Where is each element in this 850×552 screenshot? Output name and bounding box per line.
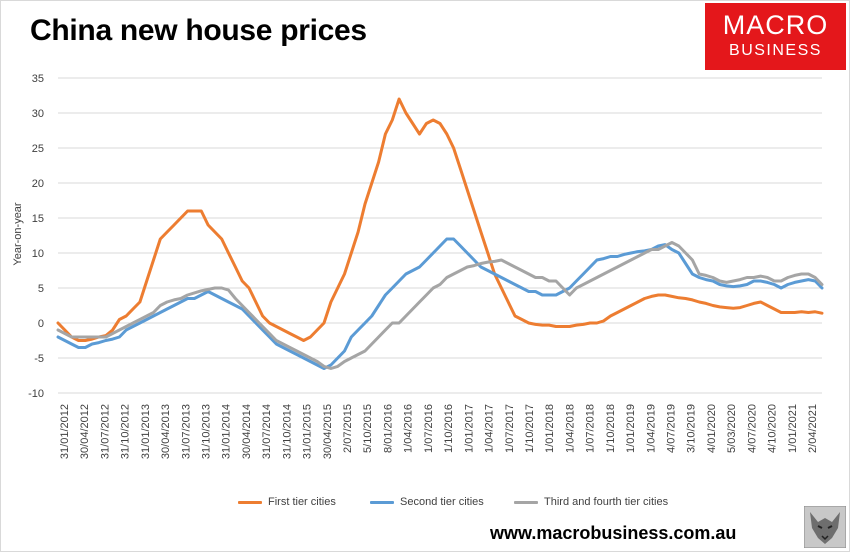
x-tick-label: 31/10/2012 <box>120 404 132 459</box>
x-tick-label: 1/10/2016 <box>443 404 455 453</box>
x-tick-label: 31/01/2012 <box>59 404 71 459</box>
series-line-2 <box>56 241 824 370</box>
x-tick-label: 1/04/2017 <box>484 404 496 453</box>
legend-label-second-tier: Second tier cities <box>400 496 484 508</box>
x-tick-label: 4/07/2020 <box>746 404 758 453</box>
x-tick-label: 31/10/2013 <box>201 404 213 459</box>
y-tick-label: 15 <box>32 213 44 225</box>
y-tick-label: -5 <box>34 353 44 365</box>
legend-label-first-tier: First tier cities <box>268 496 336 508</box>
x-tick-label: 1/04/2018 <box>564 404 576 453</box>
logo-line-macro: MACRO <box>722 10 829 40</box>
x-tick-label: 1/04/2019 <box>645 404 657 453</box>
x-tick-label: 30/04/2013 <box>160 404 172 459</box>
x-tick-label: 30/04/2014 <box>241 404 253 459</box>
x-tick-label: 4/07/2019 <box>665 404 677 453</box>
footer-url: www.macrobusiness.com.au <box>490 523 737 543</box>
x-tick-label: 2/04/2021 <box>807 404 819 453</box>
x-tick-label: 31/07/2014 <box>261 404 273 459</box>
x-tick-label: 1/10/2017 <box>524 404 536 453</box>
x-tick-label: 1/07/2016 <box>423 404 435 453</box>
wolf-logo-icon <box>804 506 846 548</box>
x-tick-label: 31/01/2015 <box>302 404 314 459</box>
x-tick-label: 1/01/2019 <box>625 404 637 453</box>
series-line-0 <box>56 97 824 342</box>
macrobusiness-logo: MACRO BUSINESS <box>705 3 846 70</box>
y-tick-label: -10 <box>28 388 44 400</box>
x-tick-label: 2/07/2015 <box>342 404 354 453</box>
chart-title: China new house prices <box>30 14 367 47</box>
y-tick-label: 25 <box>32 143 44 155</box>
x-tick-label: 1/01/2018 <box>544 404 556 453</box>
y-tick-label: 10 <box>32 248 44 260</box>
x-tick-label: 1/07/2018 <box>585 404 597 453</box>
legend-label-third-fourth-tier: Third and fourth tier cities <box>544 496 669 508</box>
legend-item-first-tier: First tier cities <box>238 496 336 508</box>
x-tick-label: 31/07/2012 <box>99 404 111 459</box>
x-tick-label: 31/10/2014 <box>281 404 293 459</box>
y-axis-label: Year-on-year <box>12 202 24 266</box>
x-axis-ticks: 31/01/2012 30/04/2012 31/07/2012 31/10/2012… <box>59 404 819 459</box>
x-tick-label: 1/01/2021 <box>787 404 799 453</box>
x-tick-label: 3/10/2019 <box>686 404 698 453</box>
x-tick-label: 31/01/2013 <box>140 404 152 459</box>
y-axis-ticks: -10 -5 0 5 10 15 20 25 30 35 <box>28 73 44 400</box>
legend-item-second-tier: Second tier cities <box>370 496 484 508</box>
x-tick-label: 30/04/2012 <box>79 404 91 459</box>
x-tick-label: 31/01/2014 <box>221 404 233 459</box>
x-tick-label: 4/10/2020 <box>767 404 779 453</box>
x-tick-label: 30/04/2015 <box>322 404 334 459</box>
x-tick-label: 1/07/2017 <box>504 404 516 453</box>
y-tick-label: 35 <box>32 73 44 85</box>
gridlines <box>58 77 822 394</box>
x-tick-label: 5/03/2020 <box>726 404 738 453</box>
x-tick-label: 1/01/2017 <box>463 404 475 453</box>
series-line-1 <box>56 237 824 370</box>
legend-swatch-first-tier <box>238 500 262 504</box>
x-tick-label: 1/10/2018 <box>605 404 617 453</box>
x-tick-label: 1/04/2016 <box>403 404 415 453</box>
y-tick-label: 30 <box>32 108 44 120</box>
legend-swatch-third-fourth-tier <box>514 500 538 504</box>
legend-swatch-second-tier <box>370 500 394 504</box>
y-tick-label: 5 <box>38 283 44 295</box>
y-tick-label: 20 <box>32 178 44 190</box>
x-tick-label: 4/01/2020 <box>706 404 718 453</box>
logo-line-business: BUSINESS <box>729 42 822 59</box>
series-lines <box>56 97 824 370</box>
x-tick-label: 5/10/2015 <box>362 404 374 453</box>
y-tick-label: 0 <box>38 318 44 330</box>
x-tick-label: 31/07/2013 <box>180 404 192 459</box>
legend-item-third-fourth-tier: Third and fourth tier cities <box>514 496 668 508</box>
x-tick-label: 8/01/2016 <box>382 404 394 453</box>
